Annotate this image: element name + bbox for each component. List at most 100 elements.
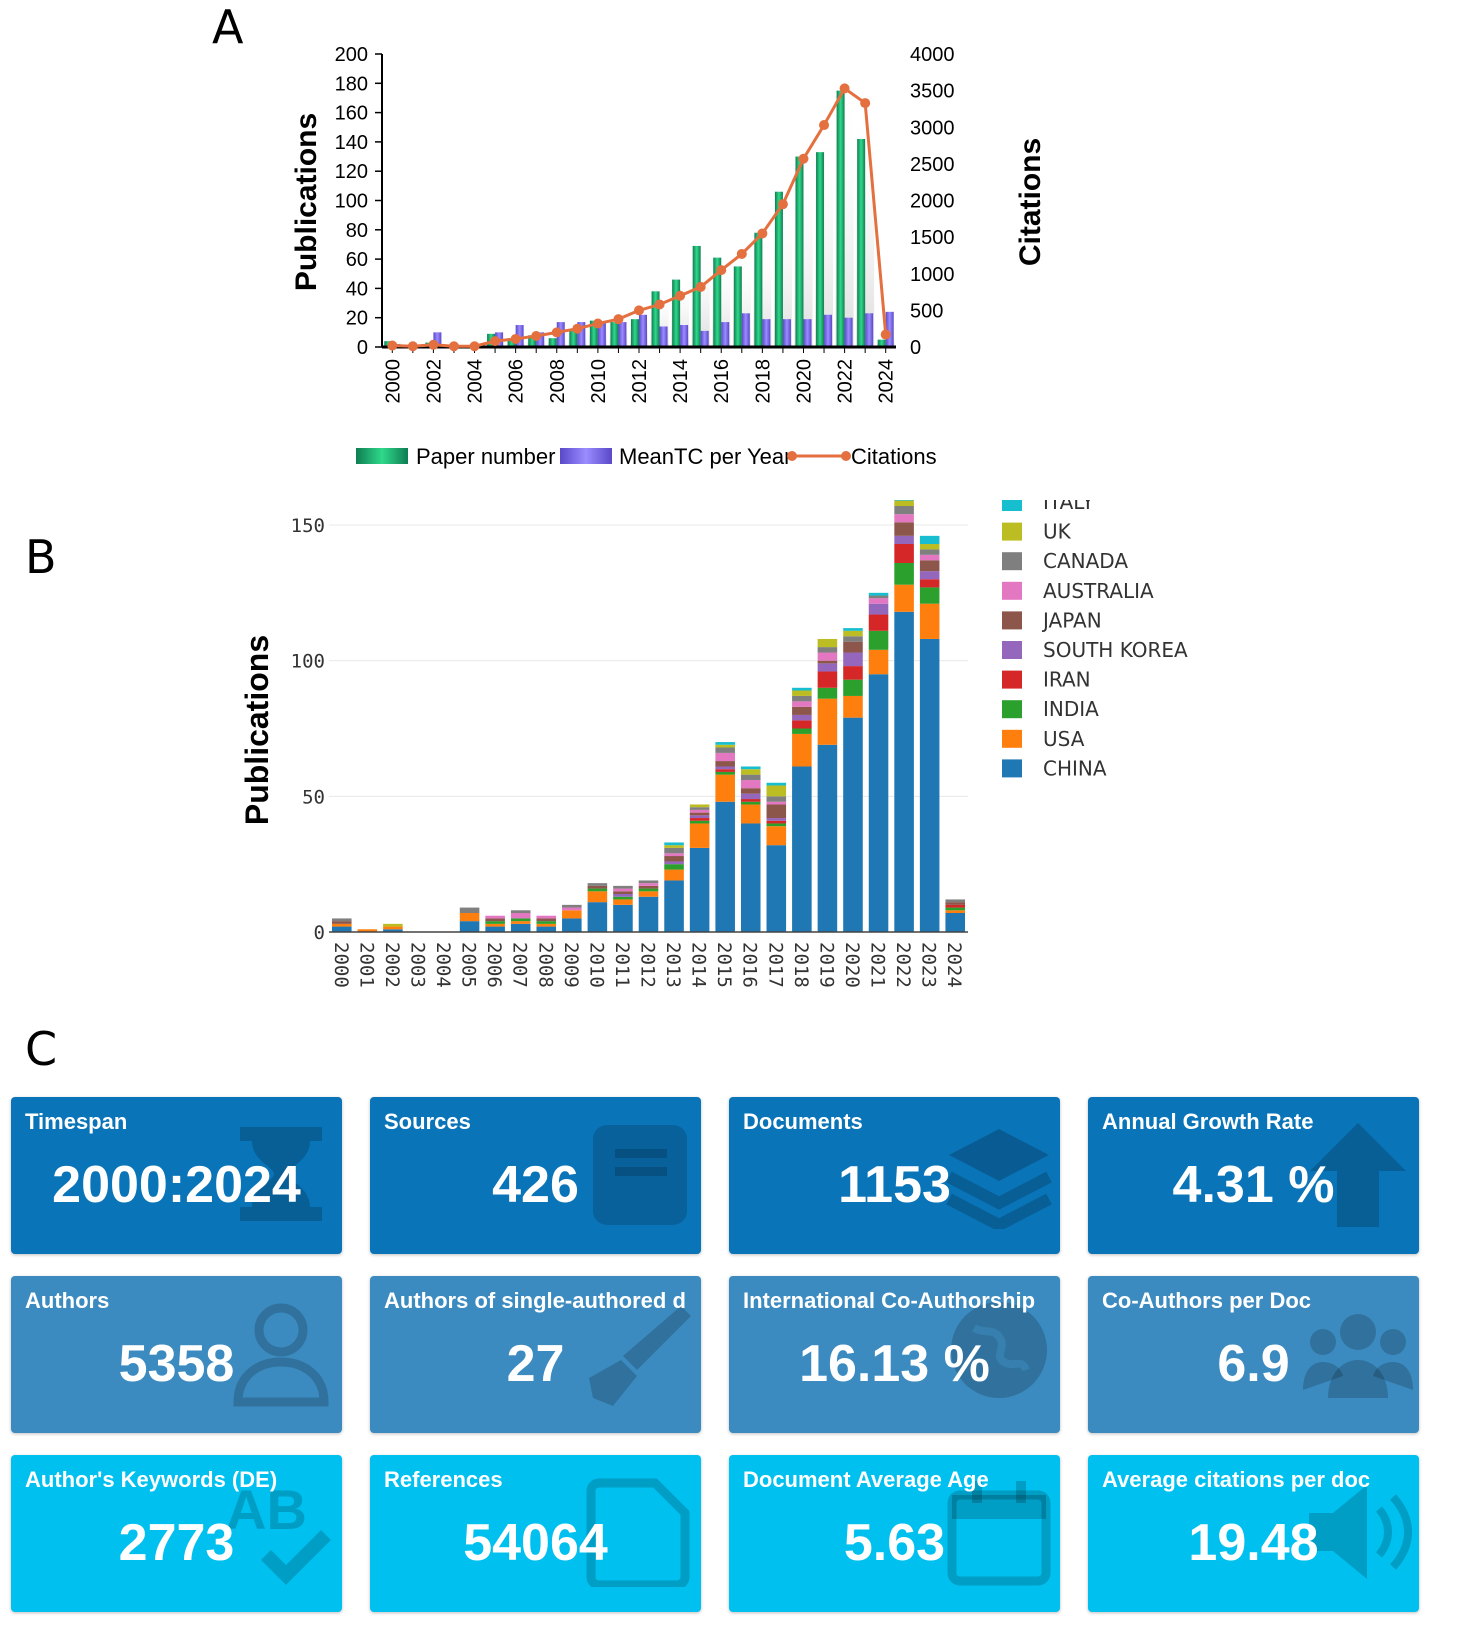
chart-b-x-tick-label: 2011	[611, 942, 633, 988]
chart-b-bar-italy	[843, 628, 863, 631]
stat-card-value: 4.31 %	[1172, 1156, 1335, 1214]
chart-a-citations-point	[510, 333, 521, 344]
legend-label-india: INDIA	[1043, 697, 1099, 721]
chart-a-citations-point	[777, 199, 788, 210]
chart-a-citations-point	[798, 153, 809, 164]
chart-b-bar-china	[536, 926, 557, 932]
chart-b-bar-australia	[562, 907, 582, 911]
legend-swatch-japan	[1002, 611, 1022, 630]
chart-b-bar-uk	[740, 769, 761, 775]
chart-a-y2label: Citations	[1014, 138, 1047, 266]
chart-a-citations-point	[469, 341, 480, 352]
legend-swatch-canada	[1002, 552, 1022, 571]
chart-b-bar-south-korea	[868, 603, 889, 615]
chart-b-bar-canada	[510, 910, 531, 914]
chart-a-meantc-bar	[700, 330, 709, 347]
stat-card-value: 5358	[118, 1335, 235, 1393]
chart-a-y-tick-label: 40	[346, 278, 368, 300]
stat-card-value: 2000:2024	[52, 1156, 301, 1214]
stat-card-timespan: Timespan 2000:2024	[11, 1097, 342, 1254]
chart-a-citations-point	[613, 314, 624, 325]
chart-a-paper-bar	[795, 156, 804, 347]
chart-a-citations-point	[448, 341, 459, 352]
chart-b-x-tick-label: 2006	[483, 942, 505, 988]
chart-b-bar-usa	[945, 910, 965, 914]
chart-b-bar-usa	[894, 584, 914, 612]
chart-a-y-tick-label: 80	[346, 220, 368, 242]
chart-a-meantc-bar	[536, 332, 545, 347]
chart-b-bar-usa	[766, 826, 787, 846]
stat-card-value: 5.63	[843, 1514, 946, 1572]
chart-b-x-tick-label: 2002	[381, 942, 403, 988]
chart-b-bar-south-korea	[613, 894, 633, 897]
chart-b-bar-usa	[817, 698, 838, 745]
chart-b-x-tick-label: 2017	[764, 942, 786, 988]
chart-b-x-tick-label: 2008	[534, 942, 556, 988]
chart-b-bar-china	[562, 918, 582, 932]
chart-b-bar-japan	[792, 706, 812, 715]
chart-b-bar-canada	[919, 549, 940, 555]
chart-b-bar-india	[740, 801, 761, 805]
chart-a-paper-bar	[569, 330, 578, 347]
chart-b-y-tick-label: 100	[291, 651, 325, 673]
chart-b-bar-usa	[332, 923, 352, 927]
chart-b-bar-uk	[919, 543, 940, 550]
stat-card-references: References 54064	[370, 1455, 701, 1612]
stat-card-value: 27	[506, 1335, 565, 1393]
chart-a-meantc-bar	[741, 313, 750, 347]
chart-a-citations-point	[531, 331, 542, 342]
panel-label-a: A	[212, 0, 244, 54]
chart-b-bar-australia	[792, 701, 812, 707]
chart-b-bar-china	[587, 902, 608, 932]
chart-a-meantc-bar	[659, 326, 668, 347]
chart-b-bar-usa	[638, 891, 659, 897]
chart-b-bar-south-korea	[817, 663, 838, 672]
chart-b-bar-south-korea	[894, 535, 914, 544]
chart-a-x-tick-label: 2014	[670, 359, 692, 404]
panel-label-b: B	[25, 530, 57, 584]
stat-card-average-citations-per-doc: Average citations per doc 19.48	[1088, 1455, 1419, 1612]
chart-a-paper-bar	[548, 338, 557, 347]
chart-a-meantc-bar	[782, 319, 791, 347]
chart-a-y-tick-label: 160	[335, 103, 368, 125]
chart-b-bar-china	[383, 929, 403, 932]
legend-swatch-italy	[1002, 500, 1022, 511]
chart-b-bar-usa	[919, 603, 940, 639]
chart-b-bar-canada	[868, 595, 889, 599]
chart-b-bar-usa	[536, 923, 557, 927]
chart-b-bar-usa	[792, 733, 812, 767]
legend-swatch-india	[1002, 700, 1022, 719]
chart-b-x-tick-label: 2021	[867, 942, 889, 988]
chart-b-bar-china	[945, 913, 965, 932]
chart-b-x-tick-label: 2013	[662, 942, 684, 988]
chart-b-bar-japan	[332, 921, 352, 924]
chart-a-meantc-bar	[865, 313, 874, 347]
chart-b-bar-usa	[357, 929, 378, 932]
chart-b-bar-south-korea	[740, 793, 761, 800]
chart-a-paper-bar	[877, 339, 886, 347]
chart-a-meantc-bar	[618, 322, 627, 347]
chart-b-bar-china	[919, 638, 940, 932]
legend-label-japan: JAPAN	[1041, 608, 1102, 632]
chart-b-bar-uk	[843, 630, 863, 637]
chart-a-citations-point	[716, 265, 727, 276]
chart-a-citations-point	[428, 339, 439, 350]
chart-b-bar-usa	[459, 913, 480, 922]
chart-b-bar-japan	[945, 902, 965, 905]
chart-a-citations-point	[839, 83, 850, 94]
chart-a-citations-point	[490, 336, 501, 347]
chart-a-citations-point	[551, 327, 562, 338]
stat-card-label: References	[384, 1467, 503, 1492]
chart-b-x-tick-label: 2023	[918, 942, 940, 988]
chart-b-bar-iran	[945, 904, 965, 908]
chart-b-bar-usa	[868, 649, 889, 675]
chart-a-citations-point	[819, 120, 830, 131]
chart-b-bar-canada	[843, 636, 863, 642]
chart-a-meantc-bar	[803, 319, 812, 347]
chart-b-bar-australia	[536, 915, 557, 919]
chart-b-bar-iran	[792, 720, 812, 729]
legend-label-canada: CANADA	[1043, 549, 1128, 573]
stat-card-value: 1153	[838, 1156, 951, 1214]
stat-card-value: 54064	[463, 1514, 608, 1572]
chart-b-bar-iran	[689, 818, 710, 821]
